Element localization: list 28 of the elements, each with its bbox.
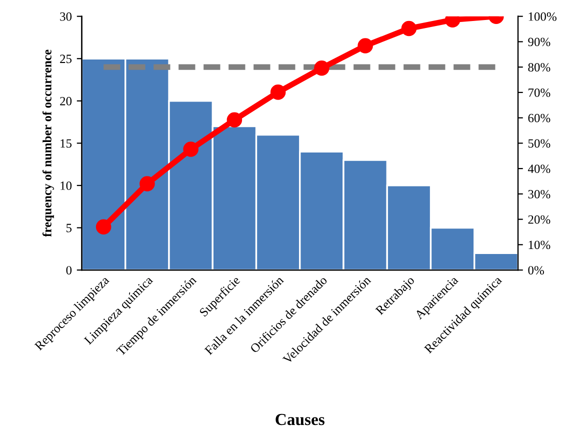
point: [358, 38, 373, 54]
y-tick-label: 30: [60, 12, 72, 21]
point: [96, 219, 112, 235]
y2-tick-label: 70%: [528, 88, 550, 97]
point: [314, 60, 330, 76]
point: [140, 176, 155, 192]
point: [226, 112, 242, 128]
y2-tick-label: 90%: [528, 38, 550, 46]
y2-tick-label: 40%: [528, 164, 550, 174]
y-tick-label: 25: [60, 54, 72, 64]
y2-tick-label: 80%: [528, 63, 550, 72]
y2-tick-label: 30%: [528, 190, 550, 198]
y-tick-label: 15: [60, 139, 72, 148]
y2-tick-label: 10%: [528, 240, 550, 250]
point: [183, 142, 198, 157]
y-tick-label: 0: [66, 266, 72, 274]
y2-tick-label: 60%: [528, 114, 550, 122]
point: [401, 20, 417, 36]
y2-tick-label: 50%: [528, 139, 550, 148]
x-axis-title: Causes: [276, 414, 324, 426]
y-tick-label: 20: [60, 96, 72, 106]
y-tick-label: 5: [66, 224, 72, 232]
y2-tick-label: 0%: [528, 266, 544, 275]
y-tick-label: 10: [60, 182, 72, 190]
point: [270, 84, 286, 100]
y-axis-title: frequency of number of occurrence: [42, 50, 54, 237]
y2-tick-label: 20%: [528, 215, 550, 224]
y2-tick-label: 100%: [528, 12, 556, 21]
